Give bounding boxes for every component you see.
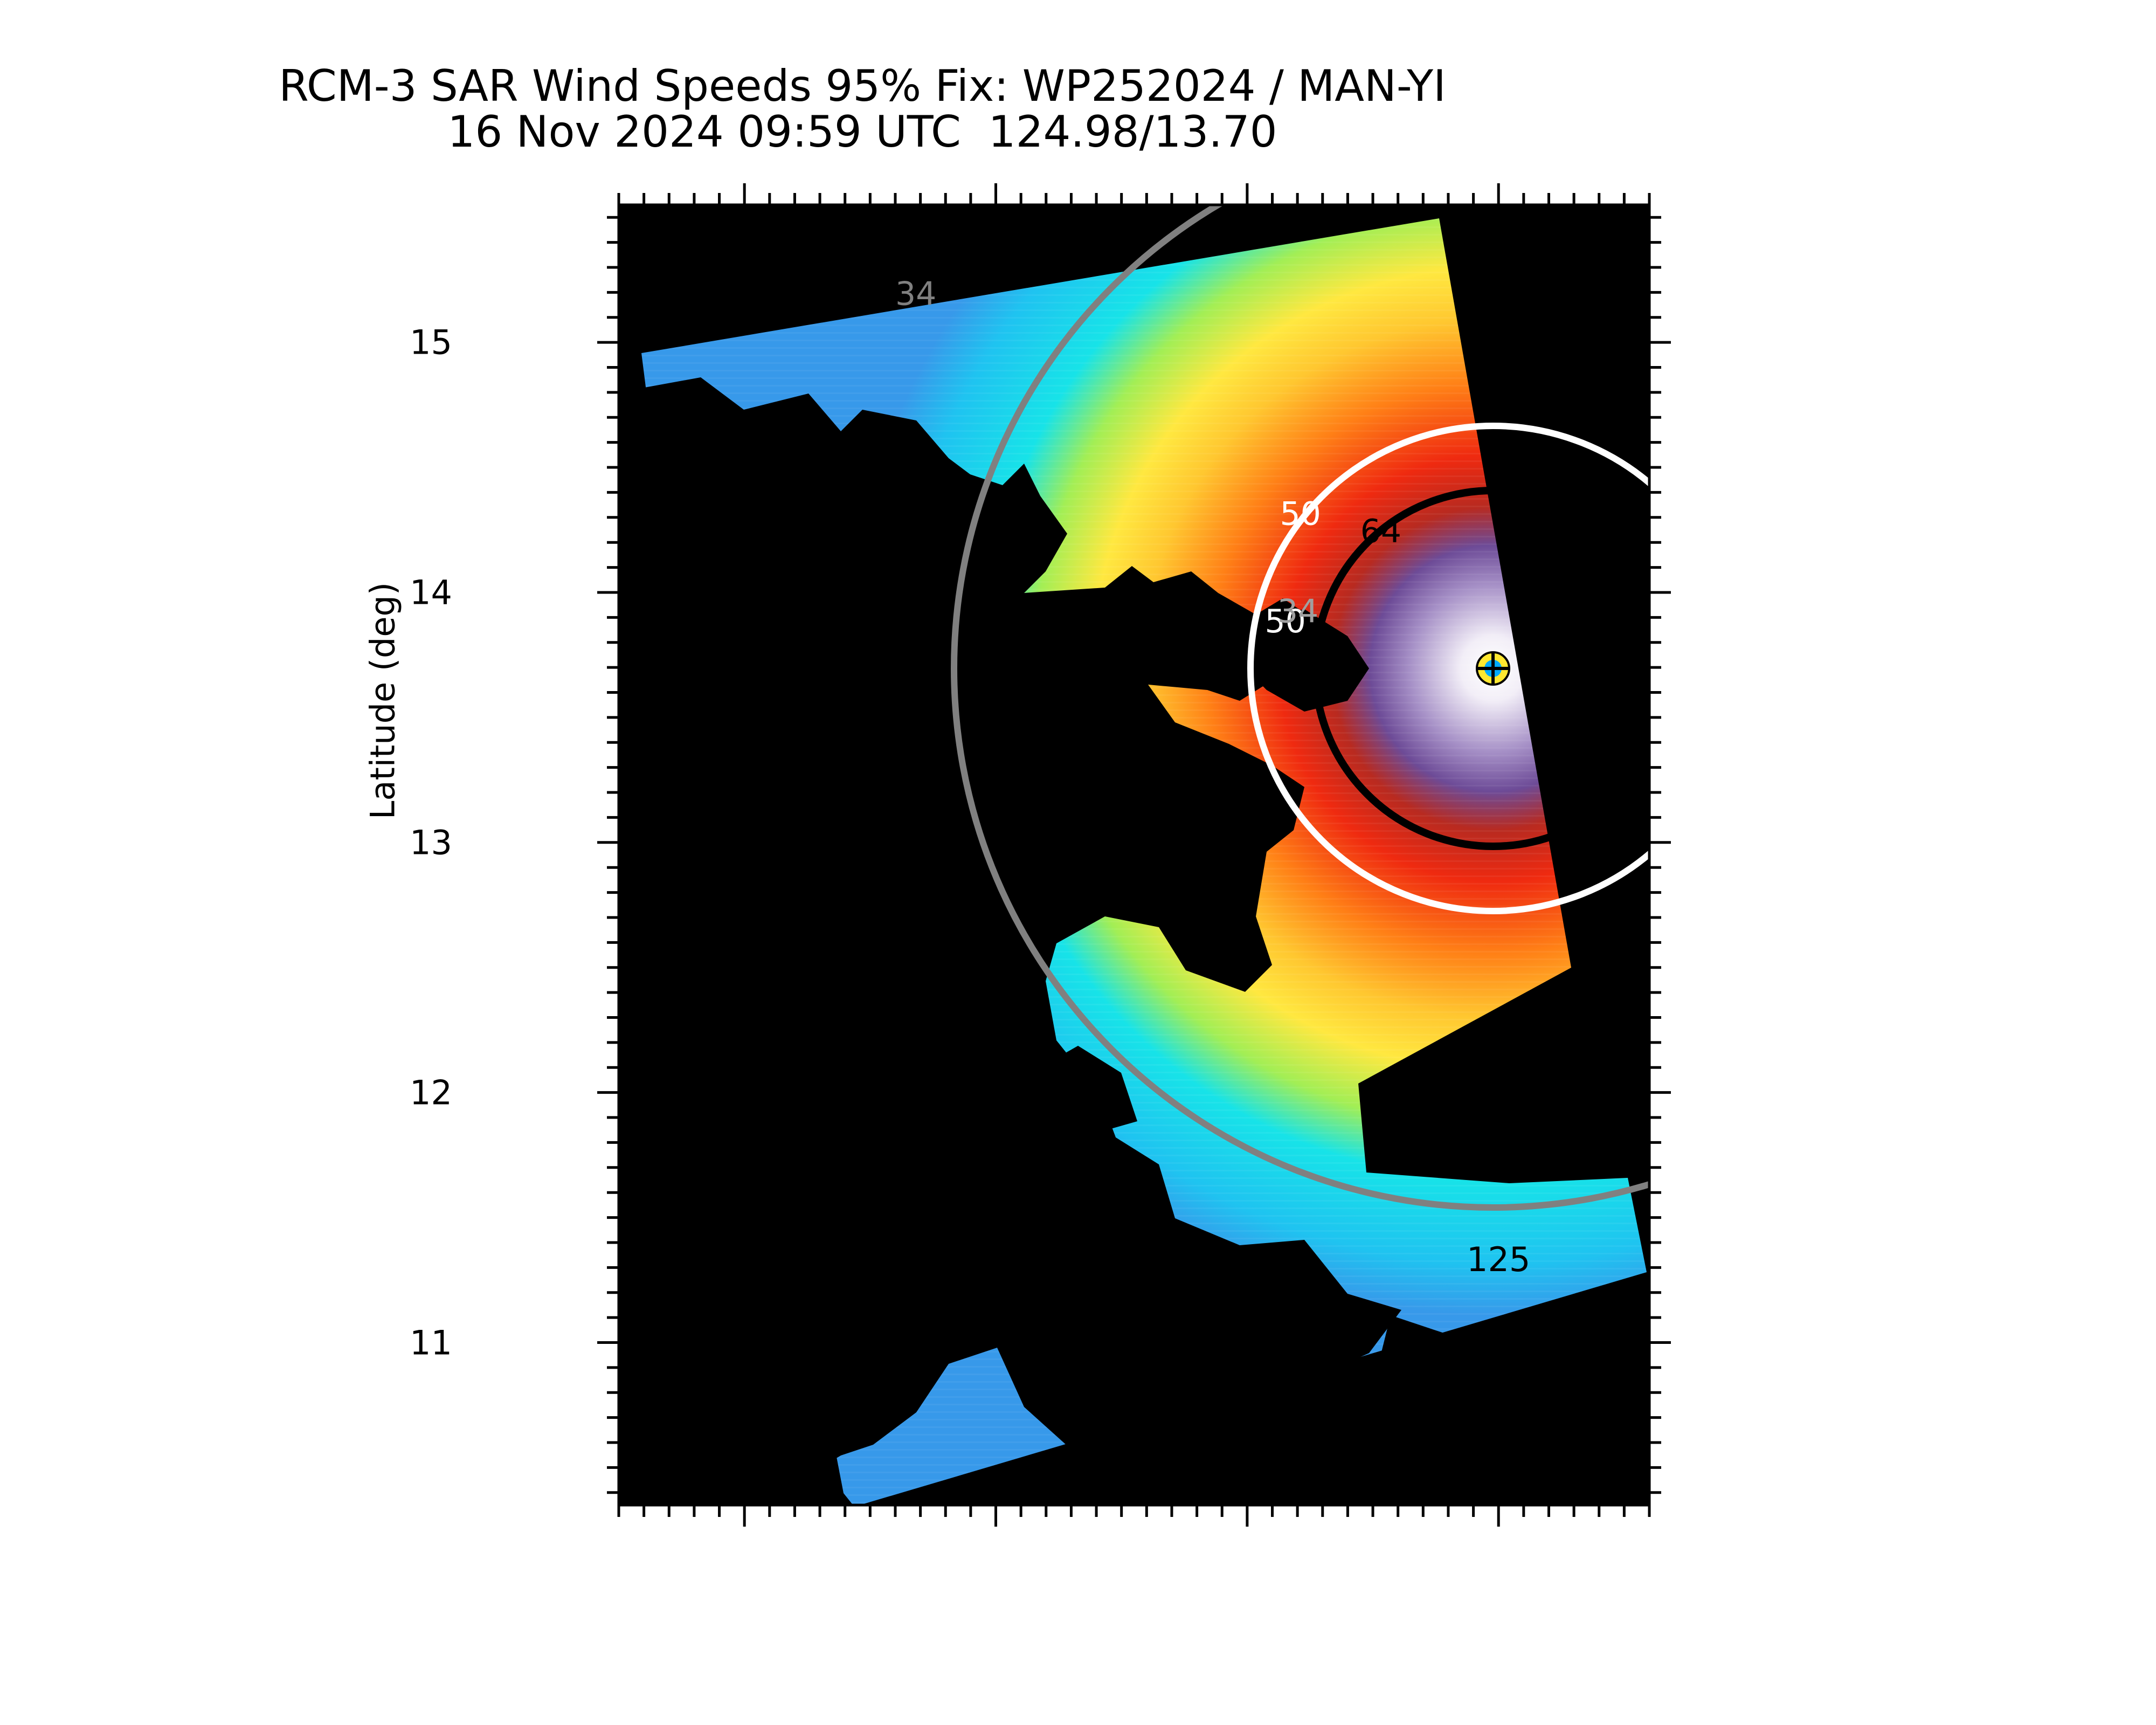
x-tick-label: 122 bbox=[712, 1240, 777, 1279]
contour-label-3: 50 bbox=[1264, 603, 1305, 640]
axis-ticks bbox=[597, 183, 1671, 1527]
storm-center-marker bbox=[1476, 651, 1510, 686]
y-tick-label: 12 bbox=[410, 1073, 452, 1113]
r34-radius-ring bbox=[951, 205, 1649, 1211]
r50-radius-ring bbox=[1247, 423, 1649, 914]
x-tick-label: 124 bbox=[1215, 1240, 1280, 1279]
x-tick-label: 123 bbox=[964, 1240, 1028, 1279]
y-tick-label: 13 bbox=[410, 823, 452, 862]
title-line-1: RCM-3 SAR Wind Speeds 95% Fix: WP252024 … bbox=[279, 61, 1446, 111]
contour-label-0: 34 bbox=[895, 275, 936, 313]
title-line-2: 16 Nov 2024 09:59 UTC 124.98/13.70 bbox=[447, 107, 1277, 157]
y-tick-label: 15 bbox=[410, 322, 452, 362]
y-tick-label: 14 bbox=[410, 572, 452, 612]
contour-label-1: 50 bbox=[1280, 495, 1321, 533]
x-axis-label: Longitude (deg) bbox=[778, 1272, 1044, 1312]
y-axis-label: Latitude (deg) bbox=[363, 582, 403, 820]
contour-label-4: 34 bbox=[1277, 593, 1318, 631]
y-tick-label: 11 bbox=[410, 1323, 452, 1362]
plot-frame bbox=[617, 203, 1651, 1507]
contour-label-2: 64 bbox=[1360, 513, 1401, 550]
r64-radius-ring bbox=[1311, 487, 1649, 850]
x-tick-label: 125 bbox=[1467, 1240, 1531, 1279]
